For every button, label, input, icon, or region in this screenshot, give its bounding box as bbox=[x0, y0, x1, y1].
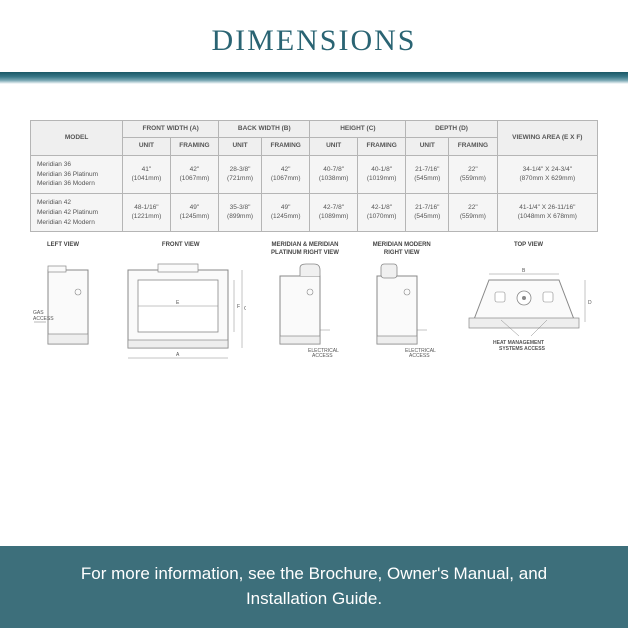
svg-text:C: C bbox=[244, 306, 246, 312]
diagrams-row: LEFT VIEW GAS ACCESS FRONT VIEW E bbox=[30, 242, 598, 367]
cell-value: 21-7/16"(545mm) bbox=[406, 155, 449, 193]
cell-model: Meridian 36Meridian 36 PlatinumMeridian … bbox=[31, 155, 123, 193]
col-height: HEIGHT (C) bbox=[310, 121, 406, 138]
cell-value: 40-7/8"(1038mm) bbox=[310, 155, 358, 193]
table-row: Meridian 42Meridian 42 PlatinumMeridian … bbox=[31, 194, 598, 232]
cell-value: 41"(1041mm) bbox=[123, 155, 171, 193]
col-front-width: FRONT WIDTH (A) bbox=[123, 121, 219, 138]
cell-value: 35-3/8"(899mm) bbox=[219, 194, 262, 232]
accent-bar bbox=[0, 72, 628, 84]
cell-value: 28-3/8"(721mm) bbox=[219, 155, 262, 193]
sub-unit: UNIT bbox=[406, 138, 449, 155]
cell-value: 41-1/4" X 26-11/16"(1048mm X 678mm) bbox=[497, 194, 597, 232]
svg-text:A: A bbox=[176, 352, 180, 358]
title-section: DIMENSIONS bbox=[0, 0, 628, 72]
sub-unit: UNIT bbox=[310, 138, 358, 155]
col-model: MODEL bbox=[31, 121, 123, 156]
cell-value: 21-7/16"(545mm) bbox=[406, 194, 449, 232]
svg-text:ACCESS: ACCESS bbox=[409, 353, 430, 357]
cell-value: 49"(1245mm) bbox=[261, 194, 309, 232]
right-std-svg: ELECTRICAL ACCESS bbox=[270, 262, 340, 357]
cell-value: 49"(1245mm) bbox=[170, 194, 218, 232]
sub-unit: UNIT bbox=[219, 138, 262, 155]
diagram-label: MERIDIAN & MERIDIAN PLATINUM RIGHT VIEW bbox=[268, 242, 343, 258]
diagram-label: LEFT VIEW bbox=[47, 242, 79, 258]
front-view-svg: E F C A bbox=[116, 262, 246, 367]
cell-value: 34-1/4" X 24-3/4"(870mm X 629mm) bbox=[497, 155, 597, 193]
diagram-label: TOP VIEW bbox=[514, 242, 543, 258]
content-area: MODEL FRONT WIDTH (A) BACK WIDTH (B) HEI… bbox=[0, 84, 628, 377]
diagram-right-view-modern: MERIDIAN MODERN RIGHT VIEW ELECTRICAL AC… bbox=[364, 242, 439, 357]
sub-framing: FRAMING bbox=[357, 138, 405, 155]
footer-bar: For more information, see the Brochure, … bbox=[0, 546, 628, 628]
page-title: DIMENSIONS bbox=[0, 24, 628, 58]
diagram-front-view: FRONT VIEW E F C A bbox=[116, 242, 246, 367]
sub-framing: FRAMING bbox=[449, 138, 497, 155]
dimensions-table: MODEL FRONT WIDTH (A) BACK WIDTH (B) HEI… bbox=[30, 120, 598, 232]
table-body: Meridian 36Meridian 36 PlatinumMeridian … bbox=[31, 155, 598, 232]
col-back-width: BACK WIDTH (B) bbox=[219, 121, 310, 138]
cell-value: 42"(1067mm) bbox=[261, 155, 309, 193]
cell-value: 22"(559mm) bbox=[449, 155, 497, 193]
sub-framing: FRAMING bbox=[261, 138, 309, 155]
footer-text: For more information, see the Brochure, … bbox=[60, 562, 568, 611]
cell-value: 42-1/8"(1070mm) bbox=[357, 194, 405, 232]
sub-framing: FRAMING bbox=[170, 138, 218, 155]
cell-model: Meridian 42Meridian 42 PlatinumMeridian … bbox=[31, 194, 123, 232]
svg-text:SYSTEMS ACCESS: SYSTEMS ACCESS bbox=[499, 346, 546, 352]
svg-text:B: B bbox=[522, 268, 526, 274]
diagram-label: MERIDIAN MODERN RIGHT VIEW bbox=[364, 242, 439, 258]
table-header-row-1: MODEL FRONT WIDTH (A) BACK WIDTH (B) HEI… bbox=[31, 121, 598, 138]
left-view-svg: GAS ACCESS bbox=[32, 262, 94, 357]
cell-value: 22"(559mm) bbox=[449, 194, 497, 232]
sub-unit: UNIT bbox=[123, 138, 171, 155]
table-row: Meridian 36Meridian 36 PlatinumMeridian … bbox=[31, 155, 598, 193]
svg-text:D: D bbox=[588, 300, 592, 306]
col-viewing-area: VIEWING AREA (E X F) bbox=[497, 121, 597, 156]
diagram-top-view: TOP VIEW B D HEAT MANAGEMENT SYSTEMS ACC… bbox=[461, 242, 596, 357]
right-modern-svg: ELECTRICAL ACCESS bbox=[367, 262, 437, 357]
top-view-svg: B D HEAT MANAGEMENT SYSTEMS ACCESS bbox=[461, 262, 596, 357]
diagram-right-view-std: MERIDIAN & MERIDIAN PLATINUM RIGHT VIEW … bbox=[268, 242, 343, 357]
svg-text:ACCESS: ACCESS bbox=[312, 353, 333, 357]
cell-value: 42"(1067mm) bbox=[170, 155, 218, 193]
svg-text:F: F bbox=[237, 304, 240, 310]
cell-value: 40-1/8"(1019mm) bbox=[357, 155, 405, 193]
col-depth: DEPTH (D) bbox=[406, 121, 497, 138]
svg-text:ACCESS: ACCESS bbox=[33, 316, 54, 322]
diagram-label: FRONT VIEW bbox=[162, 242, 200, 258]
cell-value: 42-7/8"(1089mm) bbox=[310, 194, 358, 232]
diagram-left-view: LEFT VIEW GAS ACCESS bbox=[32, 242, 94, 357]
cell-value: 48-1/16"(1221mm) bbox=[123, 194, 171, 232]
